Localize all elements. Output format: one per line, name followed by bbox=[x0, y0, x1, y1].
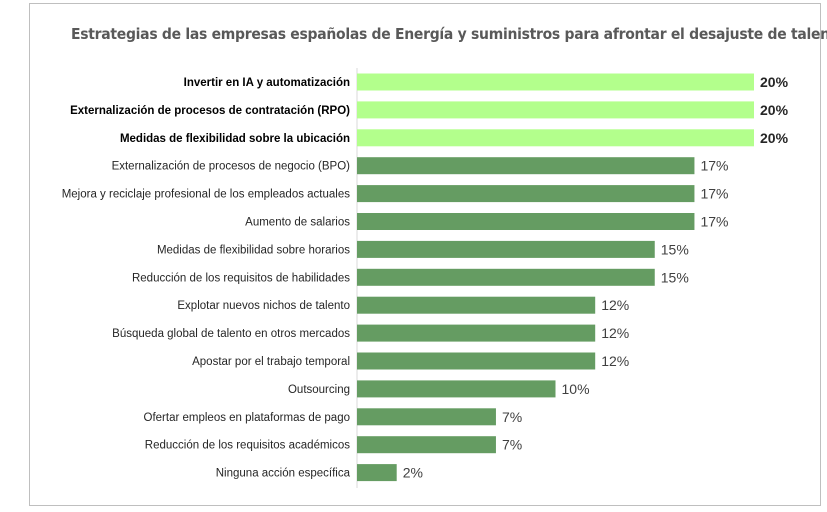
category-label: Ninguna acción específica bbox=[216, 468, 351, 480]
category-label: Búsqueda global de talento en otros merc… bbox=[112, 328, 350, 340]
bar bbox=[357, 296, 596, 314]
bar bbox=[357, 380, 556, 398]
data-label: 20% bbox=[760, 74, 789, 90]
chart-frame bbox=[29, 3, 821, 506]
data-label: 12% bbox=[601, 353, 629, 369]
data-label: 15% bbox=[661, 269, 689, 285]
data-label: 12% bbox=[601, 325, 629, 341]
bar bbox=[357, 352, 596, 370]
data-label: 15% bbox=[661, 241, 689, 257]
bar bbox=[357, 73, 754, 91]
data-label: 17% bbox=[700, 186, 728, 202]
chart-title: Estrategias de las empresas españolas de… bbox=[71, 25, 827, 43]
bar bbox=[357, 408, 496, 426]
category-label: Reducción de los requisitos de habilidad… bbox=[132, 272, 350, 284]
bar bbox=[357, 157, 695, 175]
bar bbox=[357, 436, 496, 454]
category-label: Medidas de flexibilidad sobre horarios bbox=[157, 244, 350, 256]
bar bbox=[357, 101, 754, 119]
category-label: Outsourcing bbox=[288, 384, 350, 396]
data-label: 2% bbox=[403, 465, 423, 481]
category-label: Explotar nuevos nichos de talento bbox=[177, 300, 350, 312]
bar bbox=[357, 185, 695, 203]
data-label: 12% bbox=[601, 297, 629, 313]
bar bbox=[357, 240, 655, 258]
bar bbox=[357, 213, 695, 230]
data-label: 7% bbox=[502, 409, 522, 425]
data-label: 20% bbox=[760, 102, 789, 118]
data-label: 17% bbox=[700, 214, 728, 230]
category-label: Medidas de flexibilidad sobre la ubicaci… bbox=[120, 133, 350, 145]
category-label: Externalización de procesos de contratac… bbox=[70, 105, 350, 117]
category-label: Aumento de salarios bbox=[245, 217, 350, 229]
category-label: Mejora y reciclaje profesional de los em… bbox=[62, 189, 351, 201]
bar bbox=[357, 464, 397, 482]
data-label: 10% bbox=[562, 381, 590, 397]
bar bbox=[357, 129, 754, 147]
data-label: 7% bbox=[502, 437, 522, 453]
category-label: Reducción de los requisitos académicos bbox=[145, 440, 350, 452]
category-label: Externalización de procesos de negocio (… bbox=[112, 161, 351, 173]
bar bbox=[357, 324, 596, 342]
category-label: Ofertar empleos en plataformas de pago bbox=[144, 412, 350, 424]
category-label: Invertir en IA y automatización bbox=[184, 77, 350, 89]
data-label: 17% bbox=[700, 158, 728, 174]
category-label: Apostar por el trabajo temporal bbox=[192, 356, 350, 368]
data-label: 20% bbox=[760, 130, 789, 146]
bar bbox=[357, 268, 655, 286]
